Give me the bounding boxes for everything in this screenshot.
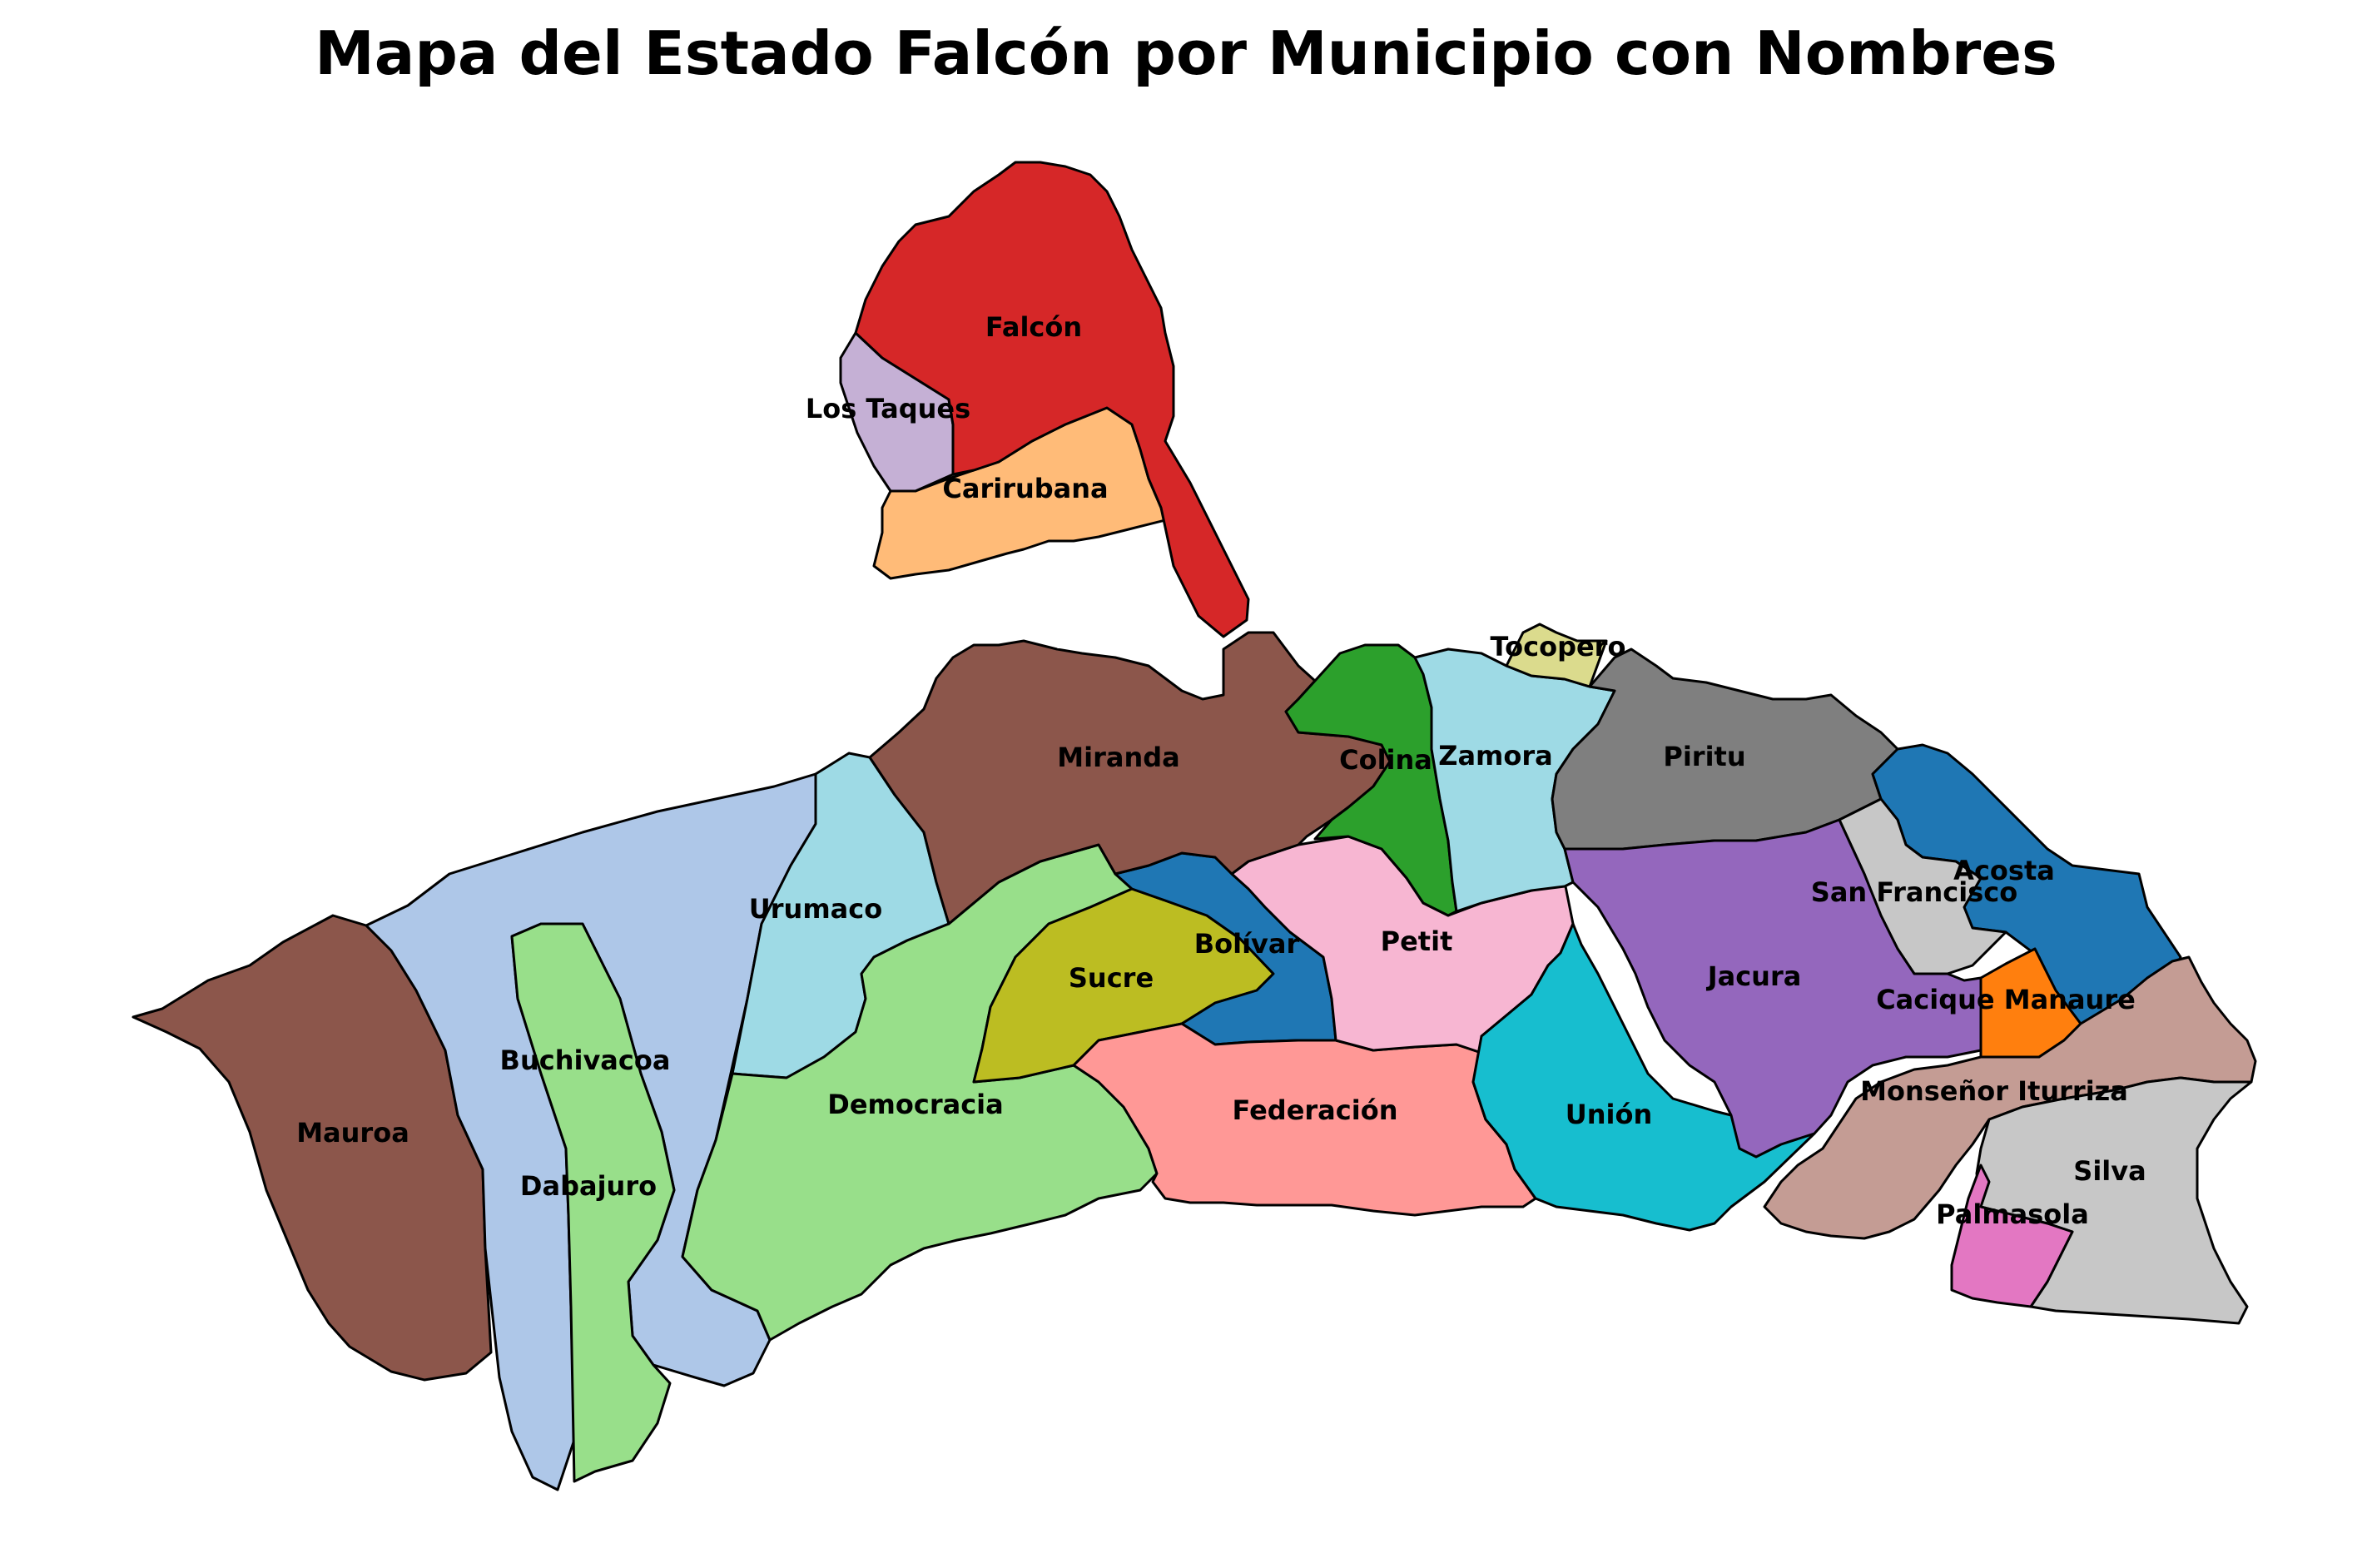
label-miranda: Miranda <box>1057 742 1179 773</box>
region-federacion[interactable] <box>1072 1022 1537 1217</box>
label-san-francisco: San Francisco <box>1811 876 2017 908</box>
label-carirubana: Carirubana <box>942 473 1108 504</box>
label-federacion: Federación <box>1233 1094 1398 1126</box>
label-democracia: Democracia <box>827 1089 1003 1120</box>
region-mauroa[interactable] <box>132 914 493 1382</box>
region-tocopero[interactable] <box>1505 623 1608 688</box>
label-mauroa: Mauroa <box>296 1117 409 1149</box>
label-monsenor-iturriza: Monseñor Iturriza <box>1860 1075 2128 1107</box>
label-palmasola: Palmasola <box>1936 1198 2089 1230</box>
label-acosta: Acosta <box>1953 855 2055 886</box>
map-title: Mapa del Estado Falcón por Municipio con… <box>315 18 2057 88</box>
region-falcon[interactable] <box>854 161 1250 638</box>
label-jacura: Jacura <box>1706 960 1802 992</box>
label-sucre: Sucre <box>1069 962 1154 994</box>
region-palmasola[interactable] <box>1950 1164 2074 1308</box>
label-los-taques: Los Taques <box>806 393 970 424</box>
label-union: Unión <box>1566 1099 1653 1130</box>
region-monsenor-iturriza[interactable] <box>1763 955 2257 1240</box>
label-piritu: Piritu <box>1663 741 1745 772</box>
label-silva: Silva <box>2073 1155 2146 1187</box>
label-bolivar: Bolívar <box>1194 928 1300 960</box>
label-colina: Colina <box>1339 744 1432 776</box>
label-urumaco: Urumaco <box>749 893 882 925</box>
label-falcon: Falcón <box>985 311 1082 343</box>
region-jacura[interactable] <box>1563 818 1982 1159</box>
region-dabajuro[interactable] <box>510 922 676 1483</box>
label-tocopero: Tocopero <box>1491 631 1626 662</box>
label-dabajuro: Dabajuro <box>520 1170 657 1202</box>
label-cacique-manaure: Cacique Manaure <box>1876 984 2136 1015</box>
label-petit: Petit <box>1381 925 1453 957</box>
label-buchivacoa: Buchivacoa <box>500 1045 671 1076</box>
label-zamora: Zamora <box>1438 740 1553 772</box>
